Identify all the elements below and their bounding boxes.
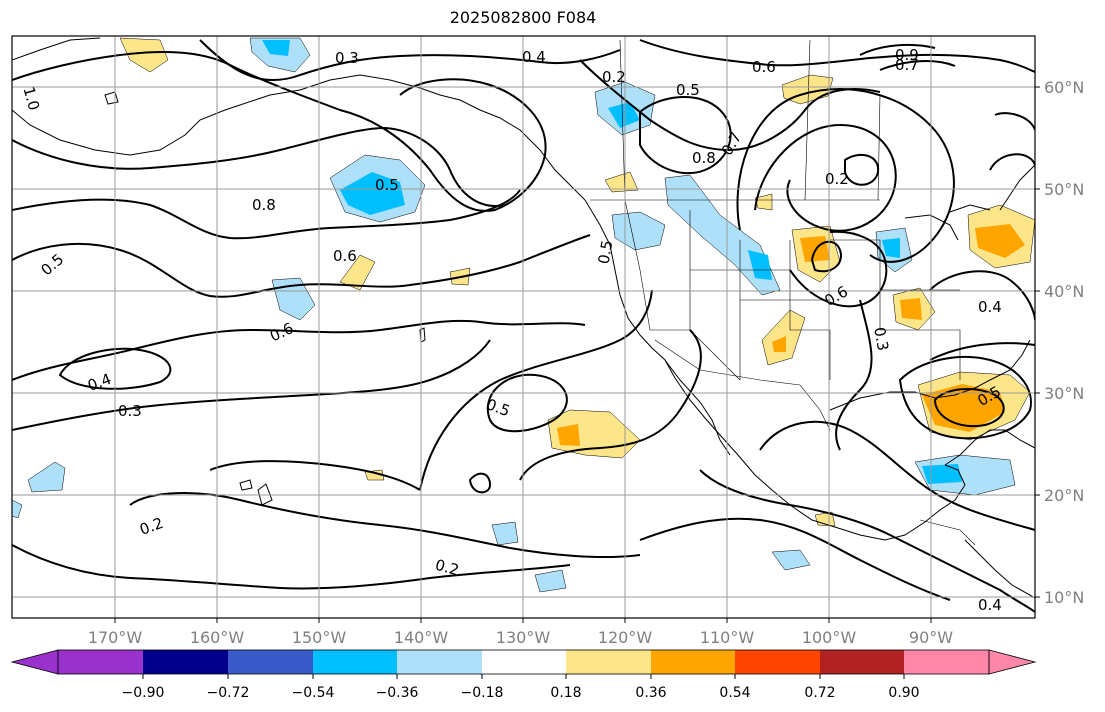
colorbar-bin [143, 650, 228, 674]
colorbar-bin [651, 650, 735, 674]
tick-marks [114, 86, 1040, 623]
contour-label: 0.4 [978, 596, 1002, 614]
contour-label: 0.7 [718, 129, 746, 159]
longitude-labels: 170°W 160°W 150°W 140°W 130°W 120°W 110°… [88, 628, 953, 647]
contour-label: 0.6 [267, 319, 296, 345]
colorbar-tick-label: 0.36 [635, 685, 666, 701]
contour-label: 0.2 [433, 556, 461, 580]
contour-label: 0.2 [137, 514, 166, 539]
colorbar-tick-label: −0.18 [461, 685, 504, 701]
lon-label: 130°W [496, 628, 551, 647]
lat-label: 10°N [1044, 588, 1084, 607]
contour-label: 0.8 [692, 149, 716, 167]
lon-label: 150°W [292, 628, 347, 647]
contour-lines [12, 39, 1035, 613]
contour-label: 0.3 [118, 402, 142, 420]
colorbar-extend-high [988, 649, 1037, 675]
contour-label: 0.3 [870, 326, 892, 353]
map-plot-area: 0.3 0.4 0.2 0.6 0.9 0.5 0.7 1.0 0.8 0.5 … [12, 36, 1035, 618]
contour-label: 0.6 [333, 247, 357, 265]
lat-label: 30°N [1044, 384, 1084, 403]
colorbar-bin [228, 650, 313, 674]
contour-label: 0.6 [752, 58, 776, 76]
latitude-labels: 60°N 50°N 40°N 30°N 20°N 10°N [1044, 78, 1084, 607]
colorbar-bin [313, 650, 397, 674]
contour-label: 0.9 [895, 46, 919, 64]
contour-label: 0.4 [522, 48, 546, 66]
contour-label: 0.7 [895, 56, 919, 74]
colorbar-tick-label: 0.90 [888, 685, 919, 701]
colorbar-tick-label: −0.54 [292, 685, 335, 701]
graticule [12, 36, 1035, 618]
colorbar-tick-label: −0.90 [122, 685, 165, 701]
contour-label: 0.3 [335, 49, 359, 67]
lon-label: 170°W [88, 628, 143, 647]
colorbar-bin [735, 650, 820, 674]
contour-label: 0.5 [375, 176, 399, 194]
lon-label: 120°W [598, 628, 653, 647]
colorbar-bin [397, 650, 482, 674]
contour-label: 0.4 [85, 370, 114, 395]
contour-label: 0.5 [37, 250, 67, 279]
lon-label: 90°W [909, 628, 953, 647]
colorbar-tick-label: 0.54 [719, 685, 750, 701]
colorbar-tick-label: −0.72 [207, 685, 250, 701]
colorbar-bin [820, 650, 904, 674]
colorbar-tick-label: 0.18 [550, 685, 581, 701]
lat-label: 40°N [1044, 282, 1084, 301]
lat-label: 20°N [1044, 486, 1084, 505]
contour-label: 1.0 [20, 85, 44, 113]
colorbar-tick-label: 0.72 [804, 685, 835, 701]
contour-label: 0.5 [595, 239, 617, 266]
colorbar-bin [566, 650, 651, 674]
contour-label: 0.2 [602, 68, 626, 86]
map-title: 2025082800 F084 [449, 8, 597, 27]
lon-label: 100°W [802, 628, 857, 647]
colorbar-extend-low [10, 649, 59, 675]
contour-label: 0.5 [676, 81, 700, 99]
contour-label: 0.2 [825, 170, 849, 188]
lat-label: 50°N [1044, 180, 1084, 199]
lon-label: 110°W [700, 628, 755, 647]
colorbar-tick-label: −0.36 [376, 685, 419, 701]
lon-label: 160°W [190, 628, 245, 647]
colorbar-bin [482, 650, 566, 674]
contour-label: 0.4 [978, 298, 1002, 316]
colorbar-bin [58, 650, 143, 674]
contour-label: 0.8 [252, 196, 276, 214]
lat-label: 60°N [1044, 78, 1084, 97]
lon-label: 140°W [394, 628, 449, 647]
colorbar: −0.90 −0.72 −0.54 −0.36 −0.18 0.18 0.36 … [10, 649, 1037, 701]
colorbar-bin [904, 650, 989, 674]
coastlines [12, 37, 1035, 599]
